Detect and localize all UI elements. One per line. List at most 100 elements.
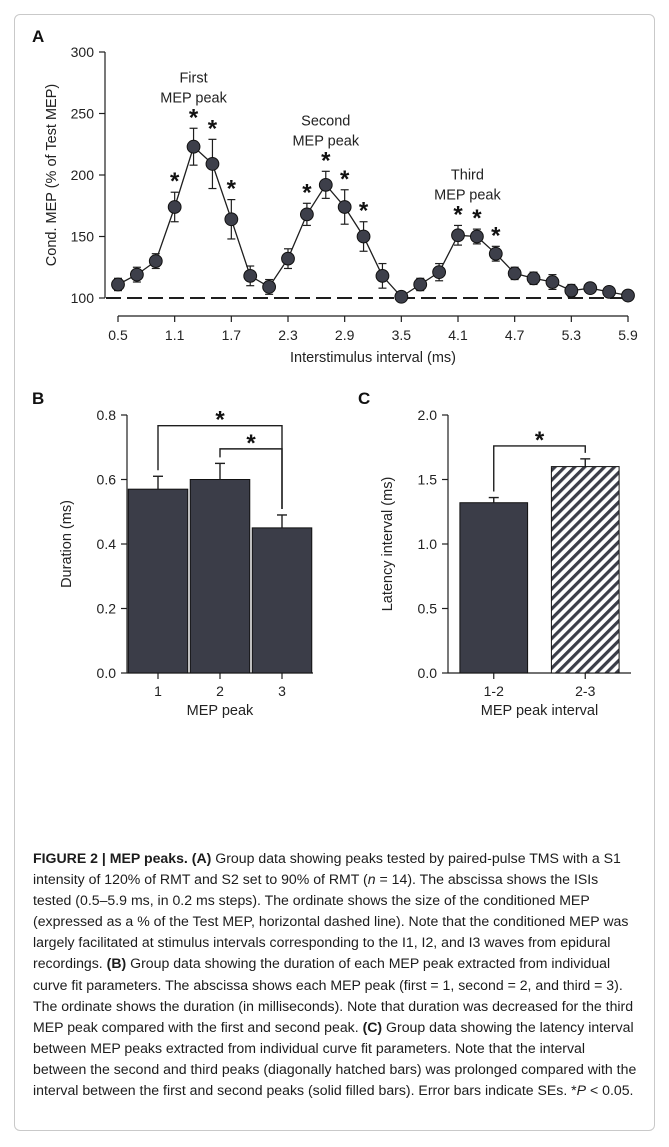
data-point — [299, 207, 314, 222]
caption-p-symbol: P — [576, 1082, 587, 1099]
data-point — [583, 281, 598, 296]
bar — [127, 488, 189, 674]
y-axis-title: Latency interval (ms) — [380, 477, 396, 612]
data-point — [148, 254, 163, 269]
panel-b-bar-chart: 0.0 0.2 0.4 0.6 0.8 Duration (ms) 1 2 3 MEP peak *… — [59, 407, 313, 719]
caption-c-tag: (C) — [362, 1018, 383, 1035]
y-tick-label: 0.2 — [97, 601, 117, 617]
x-tick-label: 2.3 — [278, 327, 298, 343]
data-series-line — [117, 145, 629, 298]
x-tick-label: 5.3 — [562, 327, 582, 343]
significance-star: * — [208, 115, 218, 142]
x-tick-label: 3 — [278, 683, 286, 699]
data-point — [432, 265, 447, 280]
panel-c-bar-chart: 0.0 0.5 1.0 1.5 2.0 Latency interval (ms) 1-2 2… — [380, 407, 631, 719]
data-point — [281, 251, 295, 266]
data-point — [413, 277, 428, 292]
x-axis-title: Interstimulus interval (ms) — [290, 350, 456, 366]
significance-star: * — [227, 176, 237, 203]
data-point — [545, 275, 560, 289]
caption-c-text: Group data showing the latency interval … — [33, 1018, 637, 1099]
significance-star: * — [215, 407, 225, 434]
peak-annotation-text: MEP peak — [292, 133, 359, 149]
x-tick-label: 5.9 — [618, 327, 638, 343]
y-tick-label: 0.8 — [97, 407, 117, 423]
y-axis-title: Duration (ms) — [59, 500, 75, 588]
x-tick-label: 2-3 — [575, 683, 595, 699]
caption-a-tag: (A) — [191, 850, 212, 866]
data-point — [469, 229, 484, 244]
caption-b-text: Group data showing the duration of each … — [33, 955, 634, 1035]
data-point — [337, 200, 352, 214]
x-tick-label: 1.7 — [222, 327, 242, 343]
peak-annotation-text: MEP peak — [434, 187, 501, 203]
y-tick-label: 150 — [71, 229, 95, 245]
significance-star: * — [453, 201, 463, 228]
y-tick-label: 0.0 — [97, 665, 117, 681]
figure-charts: A B C 100 150 200 250 300 Cond. MEP (% of Tes… — [32, 27, 638, 719]
y-tick-label: 0.6 — [97, 472, 117, 488]
bar — [459, 502, 529, 674]
x-tick-label: 2.9 — [335, 327, 355, 343]
caption-n-symbol: n — [367, 871, 376, 888]
significance-bracket — [219, 448, 283, 509]
data-point — [526, 271, 541, 286]
y-tick-label: 1.5 — [418, 472, 438, 488]
y-tick-label: 0.0 — [418, 665, 438, 681]
significance-star: * — [321, 147, 331, 174]
data-point — [564, 283, 579, 298]
data-point — [507, 266, 522, 281]
data-point — [129, 267, 144, 282]
significance-star: * — [170, 168, 180, 195]
data-point — [243, 268, 258, 283]
bar — [189, 479, 251, 674]
panel-label-b: B — [32, 389, 44, 408]
peak-annotation-text: MEP peak — [160, 90, 227, 106]
figure-caption: FIGURE 2 | MEP peaks. (A) Group data sho… — [33, 848, 639, 1101]
data-point — [602, 284, 617, 299]
bar — [550, 466, 620, 674]
panel-a-line-chart: 100 150 200 250 300 Cond. MEP (% of Test MEP)… — [44, 44, 638, 366]
data-point — [394, 289, 409, 304]
y-tick-label: 2.0 — [418, 407, 438, 423]
data-point — [262, 280, 277, 294]
y-axis-title: Cond. MEP (% of Test MEP) — [44, 84, 60, 266]
data-point — [451, 228, 465, 243]
figure-frame — [14, 14, 655, 1131]
x-tick-label: 2 — [216, 683, 224, 699]
bar — [251, 527, 313, 674]
x-tick-label: 4.1 — [448, 327, 468, 343]
y-tick-label: 300 — [71, 44, 95, 60]
significance-bracket — [493, 445, 586, 492]
x-tick-label: 1 — [154, 683, 162, 699]
caption-a-text: Group data showing peaks tested by paire… — [33, 850, 621, 888]
significance-star: * — [302, 179, 312, 206]
y-tick-label: 200 — [71, 167, 95, 183]
significance-star: * — [491, 222, 501, 249]
y-tick-label: 250 — [71, 106, 95, 122]
significance-star: * — [472, 205, 482, 232]
data-point — [224, 212, 239, 227]
data-point — [621, 288, 635, 303]
data-point — [205, 157, 220, 171]
caption-b-tag: (B) — [106, 955, 127, 972]
data-point — [111, 277, 125, 292]
panel-label-a: A — [32, 27, 44, 46]
peak-annotation-text: Second — [301, 113, 350, 129]
caption-p-text: < 0.05. — [586, 1082, 634, 1099]
peak-annotation-text: First — [179, 70, 207, 86]
panel-label-c: C — [358, 389, 370, 408]
data-point — [356, 229, 371, 244]
significance-star: * — [340, 166, 350, 193]
caption-figure-label: FIGURE 2 | MEP peaks. — [33, 850, 188, 866]
y-tick-label: 0.4 — [97, 536, 117, 552]
data-point — [318, 177, 333, 192]
x-tick-label: 1-2 — [484, 683, 504, 699]
x-tick-label: 3.5 — [392, 327, 412, 343]
significance-star: * — [246, 430, 256, 457]
data-point — [375, 268, 390, 283]
peak-annotation-text: Third — [451, 167, 484, 183]
data-point — [488, 246, 503, 261]
data-point — [186, 139, 201, 154]
data-point — [167, 200, 182, 214]
